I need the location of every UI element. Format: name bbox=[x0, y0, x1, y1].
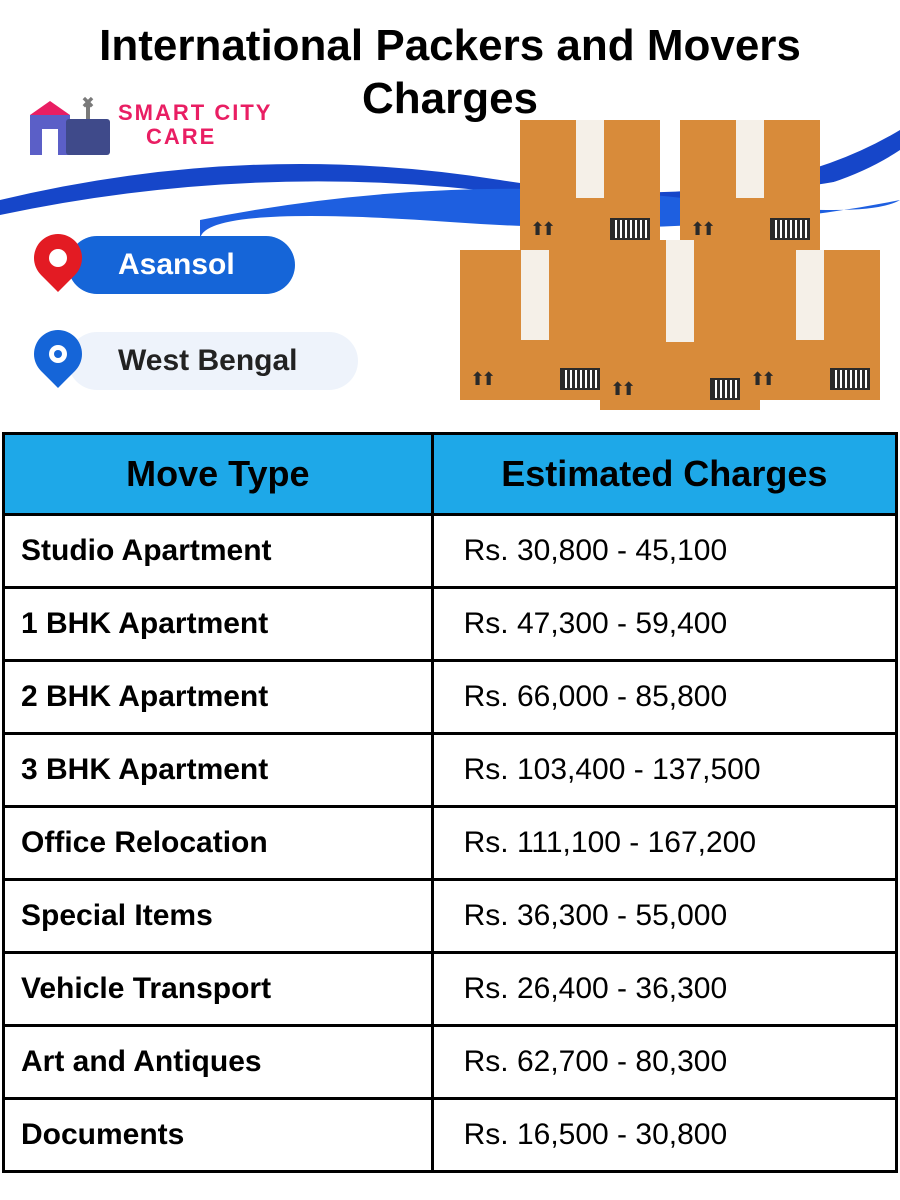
table-row: Special ItemsRs. 36,300 - 55,000 bbox=[4, 880, 897, 953]
table-row: 1 BHK ApartmentRs. 47,300 - 59,400 bbox=[4, 588, 897, 661]
cell-charges: Rs. 47,300 - 59,400 bbox=[432, 588, 896, 661]
table-row: DocumentsRs. 16,500 - 30,800 bbox=[4, 1099, 897, 1172]
location-pin-icon bbox=[30, 230, 86, 300]
cell-move-type: Art and Antiques bbox=[4, 1026, 433, 1099]
brand-logo: SMART CITY CARE bbox=[30, 95, 272, 155]
cell-charges: Rs. 26,400 - 36,300 bbox=[432, 953, 896, 1026]
table-row: Studio ApartmentRs. 30,800 - 45,100 bbox=[4, 515, 897, 588]
cell-charges: Rs. 111,100 - 167,200 bbox=[432, 807, 896, 880]
logo-line2: CARE bbox=[146, 125, 272, 149]
cell-charges: Rs. 16,500 - 30,800 bbox=[432, 1099, 896, 1172]
city-pill: Asansol bbox=[68, 236, 295, 294]
cell-move-type: Vehicle Transport bbox=[4, 953, 433, 1026]
cell-move-type: Office Relocation bbox=[4, 807, 433, 880]
location-pin-icon bbox=[30, 326, 86, 396]
cell-charges: Rs. 103,400 - 137,500 bbox=[432, 734, 896, 807]
charges-table: Move Type Estimated Charges Studio Apart… bbox=[2, 432, 898, 1173]
table-header-row: Move Type Estimated Charges bbox=[4, 434, 897, 515]
table-row: Vehicle TransportRs. 26,400 - 36,300 bbox=[4, 953, 897, 1026]
cell-move-type: 2 BHK Apartment bbox=[4, 661, 433, 734]
table-row: 3 BHK ApartmentRs. 103,400 - 137,500 bbox=[4, 734, 897, 807]
logo-icon bbox=[30, 95, 110, 155]
cell-charges: Rs. 36,300 - 55,000 bbox=[432, 880, 896, 953]
table-row: Art and AntiquesRs. 62,700 - 80,300 bbox=[4, 1026, 897, 1099]
cell-charges: Rs. 66,000 - 85,800 bbox=[432, 661, 896, 734]
cell-charges: Rs. 62,700 - 80,300 bbox=[432, 1026, 896, 1099]
logo-text: SMART CITY CARE bbox=[118, 101, 272, 149]
table-row: Office RelocationRs. 111,100 - 167,200 bbox=[4, 807, 897, 880]
col-header-type: Move Type bbox=[4, 434, 433, 515]
cell-move-type: Special Items bbox=[4, 880, 433, 953]
cell-move-type: 3 BHK Apartment bbox=[4, 734, 433, 807]
cell-move-type: Documents bbox=[4, 1099, 433, 1172]
cell-move-type: Studio Apartment bbox=[4, 515, 433, 588]
cell-move-type: 1 BHK Apartment bbox=[4, 588, 433, 661]
boxes-illustration: ⬆⬆ ⬆⬆ ⬆⬆ ⬆⬆ ⬆⬆ bbox=[460, 120, 880, 420]
table-row: 2 BHK ApartmentRs. 66,000 - 85,800 bbox=[4, 661, 897, 734]
col-header-charges: Estimated Charges bbox=[432, 434, 896, 515]
logo-line1: SMART CITY bbox=[118, 101, 272, 125]
state-pill: West Bengal bbox=[68, 332, 358, 390]
cell-charges: Rs. 30,800 - 45,100 bbox=[432, 515, 896, 588]
